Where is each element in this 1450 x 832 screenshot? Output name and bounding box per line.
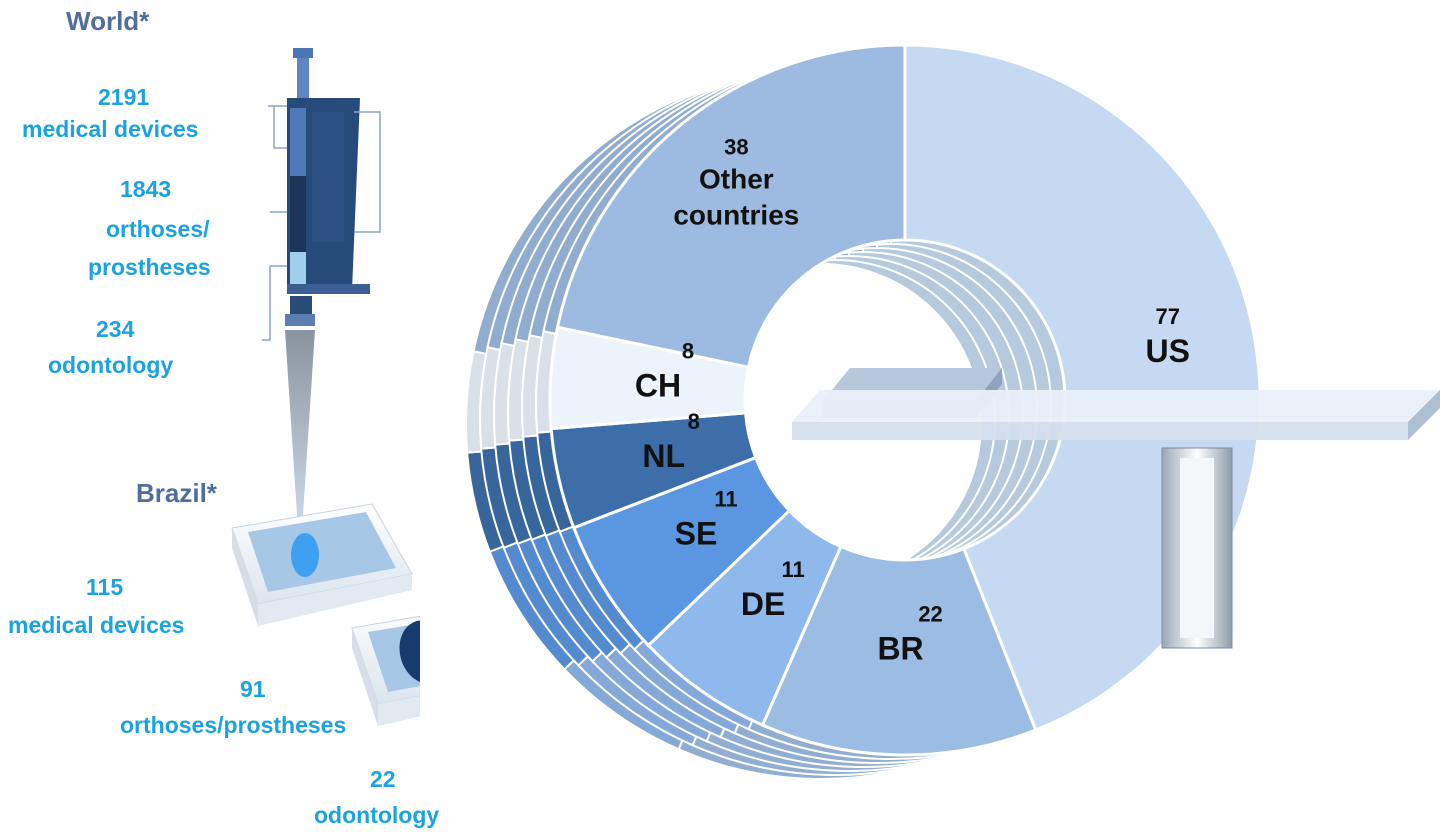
donut-label-br: BR [877, 630, 923, 666]
donut-label-de: DE [741, 586, 785, 622]
donut-label-us: US [1146, 333, 1190, 369]
donut-value-de: 11 [782, 557, 805, 582]
brazil-odontology-count: 22 [370, 764, 396, 795]
donut-value-us: 77 [1156, 304, 1180, 329]
world-odontology-label: odontology [48, 350, 173, 381]
world-odontology-count: 234 [96, 314, 134, 345]
donut-value-other-countries: 38 [724, 134, 748, 159]
donut-value-br: 22 [918, 601, 942, 626]
donut-value-ch: 8 [682, 338, 694, 363]
brazil-odontology-label: odontology [314, 800, 439, 831]
world-medical-label: medical devices [22, 114, 198, 145]
world-orthoses-label-2: prostheses [88, 252, 211, 283]
donut-label-nl: NL [642, 438, 685, 474]
world-title: World* [66, 6, 149, 37]
donut-label-ch: CH [635, 367, 681, 403]
brazil-medical-count: 115 [86, 572, 123, 603]
world-orthoses-count: 1843 [120, 174, 171, 205]
donut-label-se: SE [675, 516, 718, 552]
world-orthoses-label-1: orthoses/ [106, 214, 210, 245]
world-medical-count: 2191 [98, 82, 149, 113]
brazil-orthoses-label: orthoses/prostheses [120, 710, 346, 741]
brazil-title: Brazil* [136, 478, 217, 509]
brazil-orthoses-count: 91 [240, 674, 266, 705]
brazil-medical-label: medical devices [8, 610, 184, 641]
donut-value-nl: 8 [688, 409, 700, 434]
donut-value-se: 11 [714, 487, 737, 512]
